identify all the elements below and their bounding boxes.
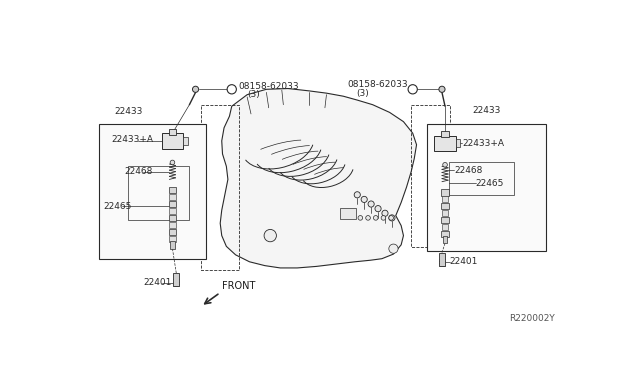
Circle shape: [439, 86, 445, 92]
Polygon shape: [220, 89, 417, 268]
Circle shape: [382, 210, 388, 217]
Text: 08158-62033: 08158-62033: [348, 80, 408, 89]
Bar: [411, 105, 450, 247]
Bar: [168, 129, 176, 135]
Text: R220002Y: R220002Y: [509, 314, 555, 323]
Bar: [427, 124, 546, 251]
Text: 22468: 22468: [124, 167, 152, 176]
Circle shape: [358, 216, 363, 220]
Circle shape: [193, 86, 198, 92]
Circle shape: [264, 230, 276, 242]
Circle shape: [354, 192, 360, 198]
Bar: [162, 133, 183, 148]
Bar: [441, 217, 449, 223]
Bar: [441, 189, 449, 196]
Bar: [441, 231, 449, 237]
Circle shape: [381, 216, 386, 220]
Circle shape: [361, 196, 367, 202]
Bar: [449, 163, 515, 195]
Text: (3): (3): [247, 90, 260, 99]
Text: 22433: 22433: [473, 106, 501, 115]
Bar: [170, 241, 175, 249]
Text: B: B: [229, 86, 234, 92]
Bar: [170, 208, 175, 214]
Circle shape: [227, 85, 236, 94]
Circle shape: [408, 85, 417, 94]
Circle shape: [365, 216, 371, 220]
Text: 22465: 22465: [103, 202, 132, 211]
Bar: [173, 273, 179, 286]
Circle shape: [389, 215, 395, 221]
Circle shape: [170, 160, 175, 165]
Bar: [128, 166, 189, 220]
Circle shape: [389, 244, 398, 253]
Bar: [170, 235, 175, 242]
Text: 22433+A: 22433+A: [111, 135, 153, 144]
Text: 22433: 22433: [114, 107, 142, 116]
Text: B: B: [410, 86, 415, 92]
Text: 22465: 22465: [476, 179, 504, 188]
Bar: [441, 203, 449, 209]
Circle shape: [389, 216, 394, 220]
Circle shape: [443, 163, 447, 167]
Bar: [170, 222, 175, 228]
Text: (3): (3): [356, 89, 369, 99]
Bar: [442, 224, 448, 230]
Bar: [439, 253, 445, 266]
Bar: [435, 135, 456, 151]
Bar: [168, 229, 176, 235]
Circle shape: [368, 201, 374, 207]
Text: FRONT: FRONT: [221, 281, 255, 291]
Bar: [168, 187, 176, 193]
Text: 08158-62033: 08158-62033: [238, 82, 298, 91]
Text: 22468: 22468: [454, 166, 483, 174]
Text: 22401: 22401: [450, 257, 478, 266]
Bar: [441, 131, 449, 137]
Bar: [183, 137, 188, 145]
Text: 22433+A: 22433+A: [462, 139, 504, 148]
Bar: [99, 124, 206, 259]
Bar: [443, 235, 447, 243]
Bar: [170, 194, 175, 200]
Bar: [442, 196, 448, 202]
Bar: [168, 215, 176, 221]
Circle shape: [375, 206, 381, 212]
Bar: [340, 208, 356, 219]
Text: 22401: 22401: [143, 278, 172, 287]
Bar: [442, 210, 448, 217]
Bar: [168, 201, 176, 207]
Circle shape: [373, 216, 378, 220]
Bar: [456, 140, 460, 147]
Bar: [201, 105, 239, 270]
